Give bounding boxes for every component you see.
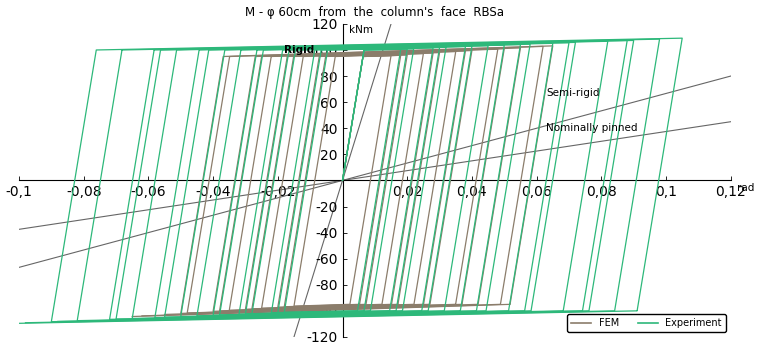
Text: Semi-rigid: Semi-rigid	[546, 88, 600, 98]
Text: kNm: kNm	[349, 25, 373, 35]
Text: rad: rad	[737, 183, 754, 193]
Text: Nominally pinned: Nominally pinned	[546, 123, 638, 133]
Text: Rigid: Rigid	[285, 45, 314, 55]
Legend: FEM, Experiment: FEM, Experiment	[568, 314, 726, 332]
Title: M - φ 60cm  from  the  column's  face  RBSa: M - φ 60cm from the column's face RBSa	[245, 6, 505, 19]
